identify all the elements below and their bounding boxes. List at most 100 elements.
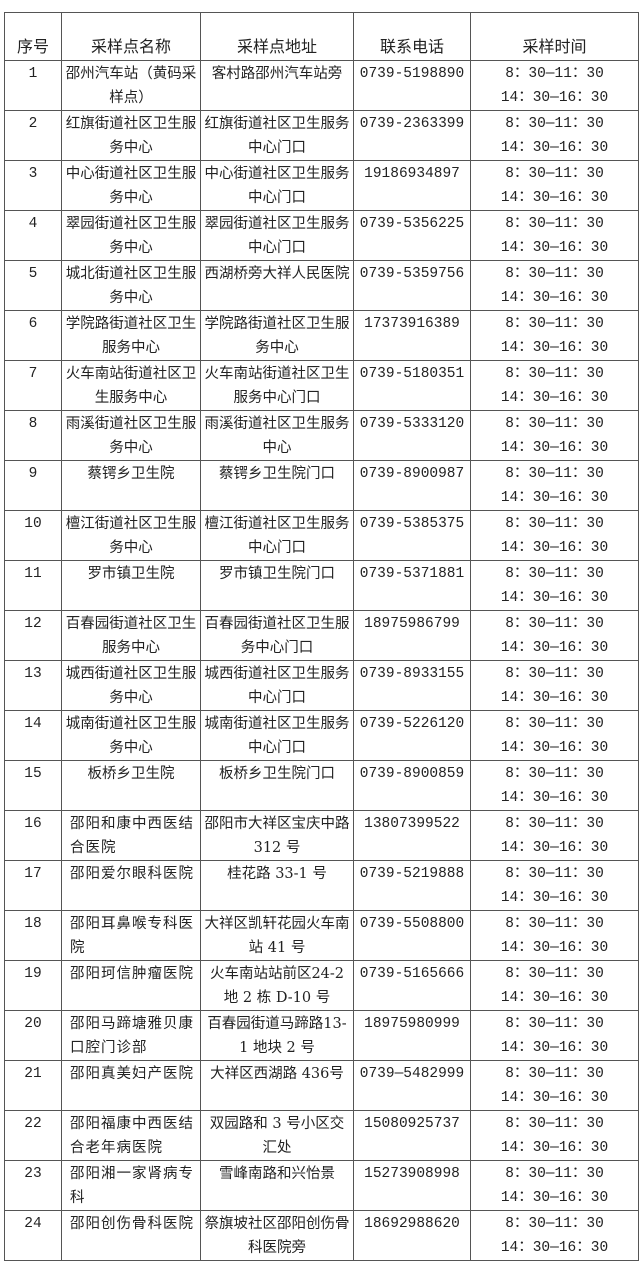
cell-address: 火车南站街道社区卫生服务中心门口 (200, 360, 354, 411)
cell-time: 8：30—11：30 14：30—16：30 (470, 760, 639, 811)
cell-no: 3 (4, 160, 62, 211)
table-row: 15 板桥乡卫生院 板桥乡卫生院门口 0739-8900859 8：30—11：30 14… (4, 760, 639, 811)
cell-time: 8：30—11：30 14：30—16：30 (470, 860, 639, 911)
cell-address: 客村路邵州汽车站旁 (200, 60, 354, 111)
table-row: 20 邵阳马蹄塘雅贝康口腔门诊部 百春园街道马蹄路13-1 地块 2 号 189759… (4, 1010, 639, 1061)
cell-no: 11 (4, 560, 62, 611)
table-row: 10 檀江街道社区卫生服务中心 檀江街道社区卫生服务中心门口 0739-5385375… (4, 510, 639, 561)
cell-phone: 18692988620 (353, 1210, 471, 1261)
time-morning: 8：30—11：30 (505, 216, 604, 232)
time-morning: 8：30—11：30 (505, 116, 604, 132)
cell-time: 8：30—11：30 14：30—16：30 (470, 960, 639, 1011)
table-row: 24 邵阳创伤骨科医院 祭旗坡社区邵阳创伤骨科医院旁 18692988620 8：30—… (4, 1210, 639, 1261)
cell-address: 邵阳市大祥区宝庆中路 312 号 (200, 810, 354, 861)
time-morning: 8：30—11：30 (505, 616, 604, 632)
cell-time: 8：30—11：30 14：30—16：30 (470, 660, 639, 711)
time-afternoon: 14：30—16：30 (500, 1190, 609, 1206)
cell-name: 火车南站街道社区卫生服务中心 (61, 360, 201, 411)
table-row: 13 城西街道社区卫生服务中心 城西街道社区卫生服务中心门口 0739-8933155… (4, 660, 639, 711)
time-morning: 8：30—11：30 (505, 1066, 604, 1082)
cell-phone: 0739—5482999 (353, 1060, 471, 1111)
cell-time: 8：30—11：30 14：30—16：30 (470, 460, 639, 511)
time-morning: 8：30—11：30 (505, 916, 604, 932)
cell-time: 8：30—11：30 14：30—16：30 (470, 560, 639, 611)
cell-address: 桂花路 33-1 号 (200, 860, 354, 911)
table-row: 5 城北街道社区卫生服务中心 西湖桥旁大祥人民医院 0739-5359756 8：30—… (4, 260, 639, 311)
time-morning: 8：30—11：30 (505, 516, 604, 532)
cell-address: 檀江街道社区卫生服务中心门口 (200, 510, 354, 561)
time-afternoon: 14：30—16：30 (500, 1040, 609, 1056)
cell-name: 罗市镇卫生院 (61, 560, 201, 611)
time-morning: 8：30—11：30 (505, 716, 604, 732)
cell-no: 7 (4, 360, 62, 411)
table-header-row: 序号 采样点名称 采样点地址 联系电话 采样时间 (4, 12, 639, 61)
time-morning: 8：30—11：30 (505, 866, 604, 882)
cell-name: 邵阳马蹄塘雅贝康口腔门诊部 (61, 1010, 201, 1061)
cell-phone: 0739-2363399 (353, 110, 471, 161)
cell-no: 16 (4, 810, 62, 861)
cell-phone: 0739-8900987 (353, 460, 471, 511)
cell-time: 8：30—11：30 14：30—16：30 (470, 410, 639, 461)
time-morning: 8：30—11：30 (505, 816, 604, 832)
time-afternoon: 14：30—16：30 (500, 490, 609, 506)
time-afternoon: 14：30—16：30 (500, 1140, 609, 1156)
time-afternoon: 14：30—16：30 (500, 890, 609, 906)
cell-phone: 0739-5180351 (353, 360, 471, 411)
cell-time: 8：30—11：30 14：30—16：30 (470, 710, 639, 761)
table-row: 23 邵阳湘一家肾病专科 雪峰南路和兴怡景 15273908998 8：30—11：30… (4, 1160, 639, 1211)
cell-phone: 13807399522 (353, 810, 471, 861)
cell-no: 24 (4, 1210, 62, 1261)
cell-name: 雨溪街道社区卫生服务中心 (61, 410, 201, 461)
time-afternoon: 14：30—16：30 (500, 90, 609, 106)
table-row: 22 邵阳福康中西医结合老年病医院 双园路和 3 号小区交汇处 15080925737… (4, 1110, 639, 1161)
cell-name: 板桥乡卫生院 (61, 760, 201, 811)
time-morning: 8：30—11：30 (505, 766, 604, 782)
cell-address: 百春园街道社区卫生服务中心门口 (200, 610, 354, 661)
table-row: 12 百春园街道社区卫生服务中心 百春园街道社区卫生服务中心门口 1897598679… (4, 610, 639, 661)
cell-address: 火车南站站前区24-2 地 2 栋 D-10 号 (200, 960, 354, 1011)
cell-address: 板桥乡卫生院门口 (200, 760, 354, 811)
cell-address: 西湖桥旁大祥人民医院 (200, 260, 354, 311)
time-afternoon: 14：30—16：30 (500, 640, 609, 656)
header-no: 序号 (4, 12, 62, 61)
cell-name: 城北街道社区卫生服务中心 (61, 260, 201, 311)
cell-address: 城南街道社区卫生服务中心门口 (200, 710, 354, 761)
time-afternoon: 14：30—16：30 (500, 440, 609, 456)
time-morning: 8：30—11：30 (505, 166, 604, 182)
time-morning: 8：30—11：30 (505, 466, 604, 482)
time-morning: 8：30—11：30 (505, 366, 604, 382)
time-morning: 8：30—11：30 (505, 966, 604, 982)
header-time: 采样时间 (470, 12, 639, 61)
cell-address: 祭旗坡社区邵阳创伤骨科医院旁 (200, 1210, 354, 1261)
time-afternoon: 14：30—16：30 (500, 840, 609, 856)
cell-phone: 0739-5226120 (353, 710, 471, 761)
cell-no: 8 (4, 410, 62, 461)
time-afternoon: 14：30—16：30 (500, 940, 609, 956)
cell-phone: 0739-5198890 (353, 60, 471, 111)
cell-no: 12 (4, 610, 62, 661)
cell-time: 8：30—11：30 14：30—16：30 (470, 910, 639, 961)
table-row: 4 翠园街道社区卫生服务中心 翠园街道社区卫生服务中心门口 0739-5356225 8… (4, 210, 639, 261)
cell-no: 6 (4, 310, 62, 361)
cell-no: 10 (4, 510, 62, 561)
cell-phone: 18975980999 (353, 1010, 471, 1061)
cell-no: 23 (4, 1160, 62, 1211)
cell-name: 中心街道社区卫生服务中心 (61, 160, 201, 211)
cell-phone: 15080925737 (353, 1110, 471, 1161)
cell-no: 15 (4, 760, 62, 811)
cell-time: 8：30—11：30 14：30—16：30 (470, 1060, 639, 1111)
cell-no: 1 (4, 60, 62, 111)
table-row: 21 邵阳真美妇产医院 大祥区西湖路 436号 0739—5482999 8：30—11… (4, 1060, 639, 1111)
cell-phone: 0739-8933155 (353, 660, 471, 711)
cell-phone: 18975986799 (353, 610, 471, 661)
cell-time: 8：30—11：30 14：30—16：30 (470, 810, 639, 861)
header-phone: 联系电话 (353, 12, 471, 61)
cell-phone: 15273908998 (353, 1160, 471, 1211)
cell-address: 红旗街道社区卫生服务中心门口 (200, 110, 354, 161)
cell-no: 17 (4, 860, 62, 911)
cell-address: 蔡锷乡卫生院门口 (200, 460, 354, 511)
cell-no: 13 (4, 660, 62, 711)
time-morning: 8：30—11：30 (505, 316, 604, 332)
header-name: 采样点名称 (61, 12, 201, 61)
table-row: 19 邵阳珂信肿瘤医院 火车南站站前区24-2 地 2 栋 D-10 号 0739-5… (4, 960, 639, 1011)
